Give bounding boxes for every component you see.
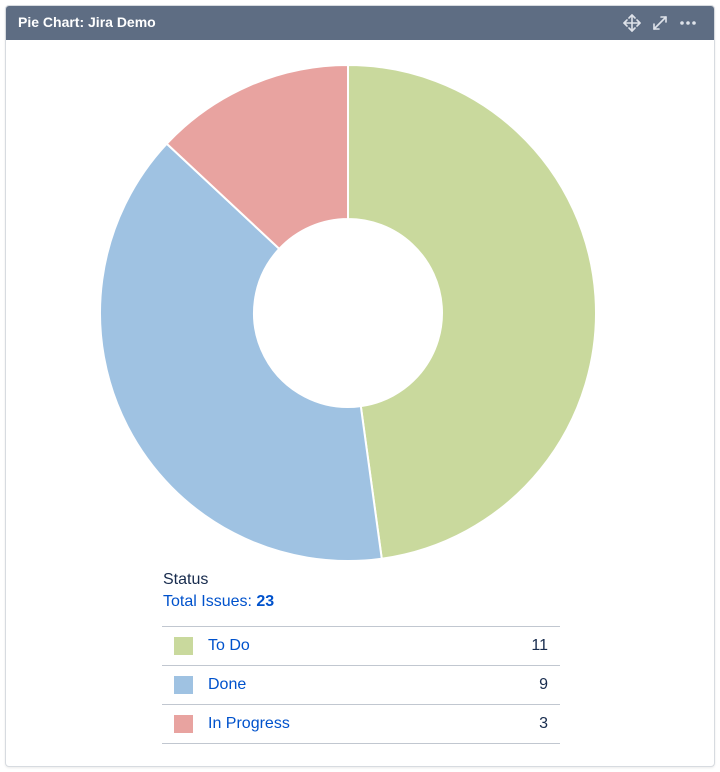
legend-count: 11 bbox=[531, 637, 548, 654]
total-issues-count[interactable]: 23 bbox=[256, 593, 275, 610]
legend-row: In Progress 3 bbox=[162, 705, 560, 744]
legend-swatch bbox=[174, 715, 193, 733]
pie-slice-done[interactable] bbox=[99, 142, 383, 562]
legend-row: To Do 11 bbox=[162, 627, 560, 666]
legend-row: Done 9 bbox=[162, 666, 560, 705]
legend-count: 3 bbox=[539, 715, 548, 732]
more-icon[interactable] bbox=[676, 11, 700, 35]
legend-label[interactable]: In Progress bbox=[208, 715, 290, 732]
legend-header: Status Total Issues: 23 bbox=[163, 571, 274, 611]
pie-chart-gadget: Pie Chart: Jira Demo bbox=[5, 5, 715, 767]
total-issues: Total Issues: 23 bbox=[163, 593, 274, 611]
legend-table: To Do 11 Done 9 In Progress 3 bbox=[162, 626, 560, 744]
legend-count: 9 bbox=[539, 676, 548, 693]
donut-chart bbox=[99, 63, 597, 562]
total-issues-label: Total Issues: bbox=[163, 593, 252, 610]
status-label: Status bbox=[163, 571, 209, 588]
legend-swatch bbox=[174, 676, 193, 694]
gadget-title: Pie Chart: Jira Demo bbox=[18, 14, 156, 30]
pie-slice-to-do[interactable] bbox=[347, 63, 597, 560]
legend-label[interactable]: Done bbox=[208, 676, 247, 693]
move-icon[interactable] bbox=[620, 11, 644, 35]
legend-swatch bbox=[174, 637, 193, 655]
expand-icon[interactable] bbox=[648, 11, 672, 35]
gadget-title-bar: Pie Chart: Jira Demo bbox=[6, 6, 714, 40]
legend-label[interactable]: To Do bbox=[208, 637, 250, 654]
pie-slice-in-progress[interactable] bbox=[165, 63, 349, 251]
